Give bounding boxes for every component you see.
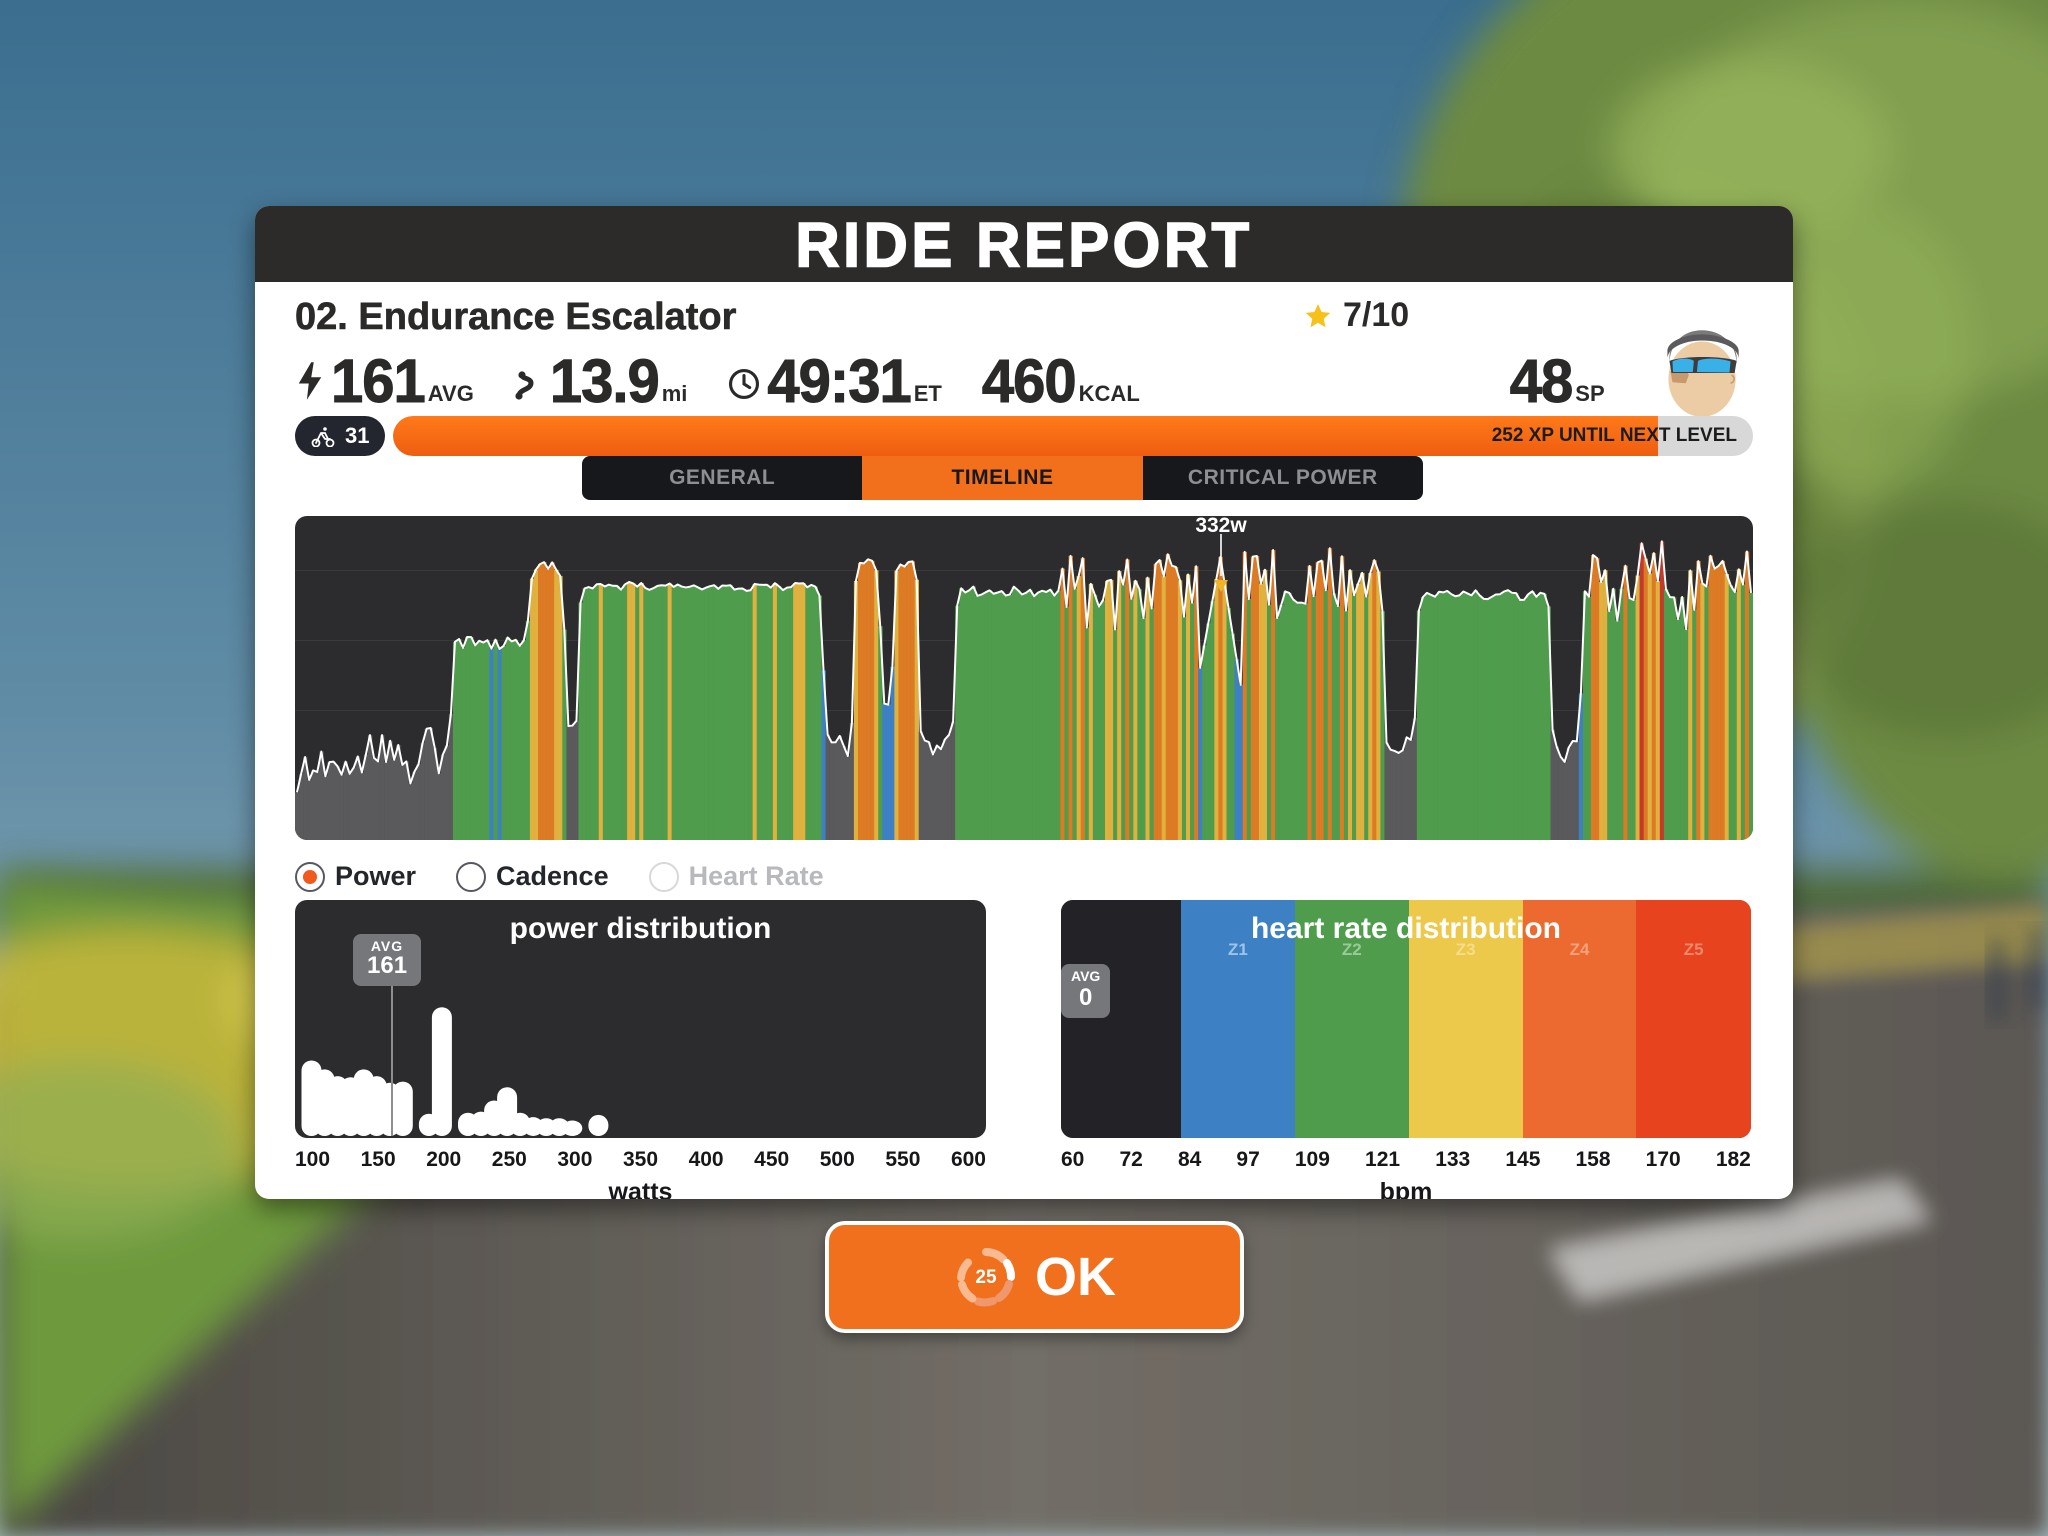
svg-text:25: 25 [975, 1267, 997, 1288]
